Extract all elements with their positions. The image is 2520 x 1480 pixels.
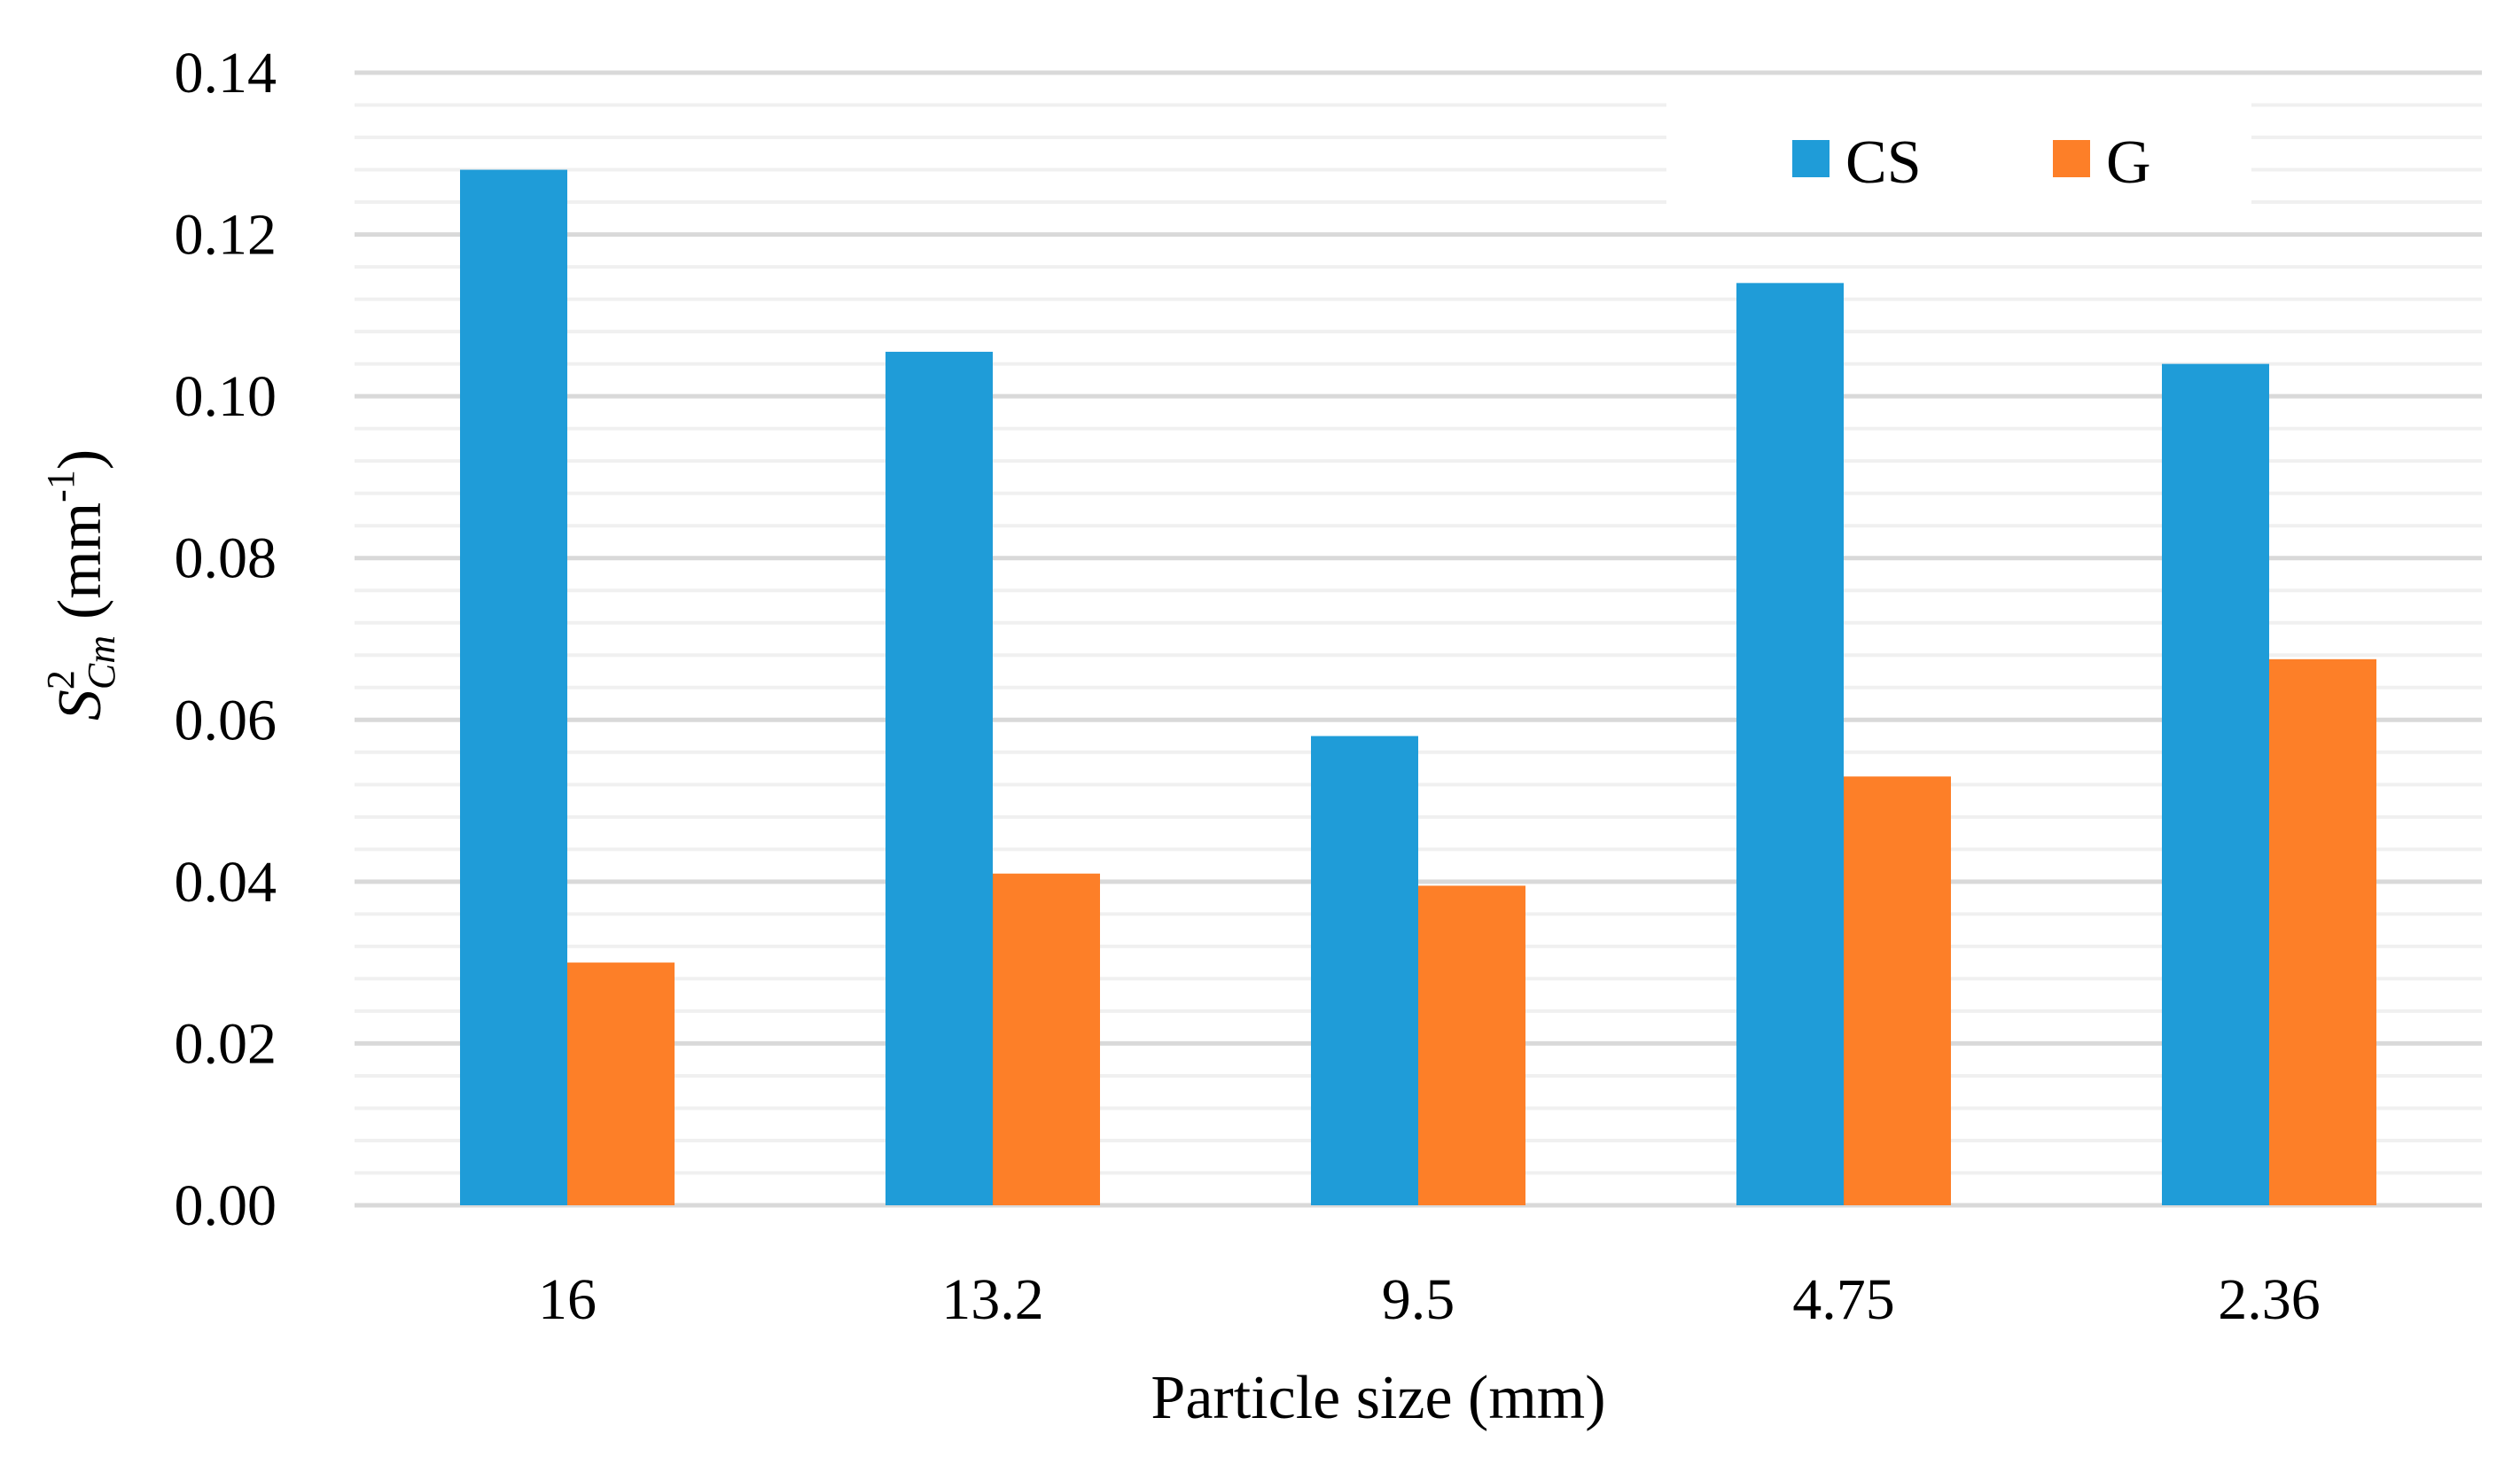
x-axis-ticks: 16 13.2 9.5 4.75 2.36 bbox=[538, 1267, 2321, 1332]
y-axis-title-units-sup: -1 bbox=[39, 470, 82, 502]
legend-swatch-cs bbox=[1792, 140, 1830, 177]
bar-cs-4.75 bbox=[1736, 283, 1844, 1205]
x-tick-label: 9.5 bbox=[1382, 1267, 1455, 1332]
y-axis-title-units: (mm bbox=[46, 502, 114, 619]
legend-background bbox=[1666, 102, 2251, 217]
bars bbox=[460, 169, 2376, 1206]
x-tick-label: 16 bbox=[538, 1267, 597, 1332]
legend-label-cs: CS bbox=[1845, 129, 1922, 197]
y-tick-label: 0.10 bbox=[175, 364, 277, 429]
x-tick-label: 2.36 bbox=[2218, 1267, 2321, 1332]
y-tick-label: 0.04 bbox=[175, 850, 277, 915]
legend: CS G bbox=[1666, 102, 2251, 217]
bar-cs-16 bbox=[460, 169, 567, 1206]
x-tick-label: 13.2 bbox=[941, 1267, 1044, 1332]
bar-g-16 bbox=[567, 962, 675, 1205]
x-axis-title: Particle size (mm) bbox=[1151, 1364, 1605, 1432]
y-axis-title: S2Cm (mm-1) bbox=[39, 449, 123, 721]
bar-g-2.36 bbox=[2269, 658, 2376, 1205]
bar-g-9.5 bbox=[1418, 885, 1525, 1205]
y-tick-label: 0.00 bbox=[175, 1173, 277, 1238]
y-tick-label: 0.12 bbox=[175, 203, 277, 268]
bar-cs-9.5 bbox=[1311, 736, 1418, 1205]
legend-swatch-g bbox=[2053, 140, 2090, 177]
y-tick-label: 0.14 bbox=[175, 41, 277, 105]
y-axis-ticks: 0.00 0.02 0.04 0.06 0.08 0.10 0.12 0.14 bbox=[175, 41, 277, 1238]
bar-g-4.75 bbox=[1844, 776, 1951, 1205]
y-axis-title-base: S bbox=[46, 689, 114, 721]
x-tick-label: 4.75 bbox=[1792, 1267, 1895, 1332]
bar-g-13.2 bbox=[993, 873, 1100, 1205]
legend-label-g: G bbox=[2106, 129, 2151, 197]
y-tick-label: 0.08 bbox=[175, 526, 277, 591]
y-axis-title-sub: Cm bbox=[80, 635, 123, 689]
y-axis-title-sup: 2 bbox=[39, 670, 82, 689]
y-tick-label: 0.02 bbox=[175, 1011, 277, 1076]
bar-cs-2.36 bbox=[2162, 363, 2269, 1206]
y-axis-title-units-close: ) bbox=[46, 449, 114, 470]
y-tick-label: 0.06 bbox=[175, 688, 277, 752]
bar-cs-13.2 bbox=[886, 351, 993, 1206]
